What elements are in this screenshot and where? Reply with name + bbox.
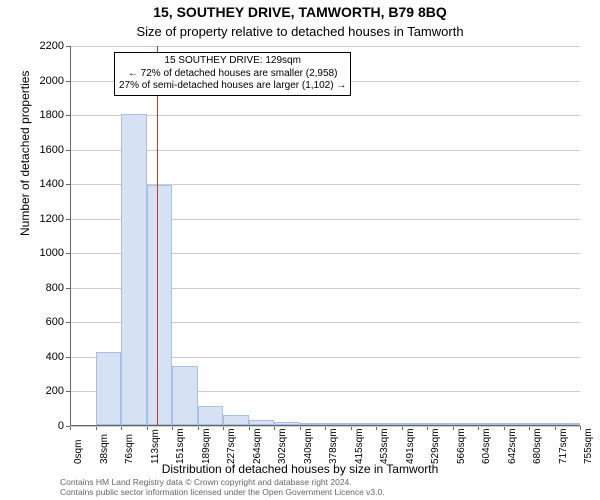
annotation-line1: 15 SOUTHEY DRIVE: 129sqm <box>119 55 346 68</box>
xtick-label: 529sqm <box>430 428 441 464</box>
xtick-label: 340sqm <box>303 428 314 464</box>
ytick-label: 200 <box>24 385 64 397</box>
ytick-label: 1000 <box>24 247 64 259</box>
gridline <box>70 150 580 151</box>
annotation-line3: 27% of semi-detached houses are larger (… <box>119 80 346 93</box>
xtick-label: 566sqm <box>456 428 467 464</box>
histogram-bar <box>96 352 122 425</box>
annotation-box: 15 SOUTHEY DRIVE: 129sqm ← 72% of detach… <box>114 52 351 96</box>
xtick-label: 0sqm <box>73 440 84 464</box>
xtick-label: 151sqm <box>175 428 186 464</box>
reference-line-marker <box>157 46 158 426</box>
histogram-bar <box>121 114 147 425</box>
gridline <box>70 426 580 427</box>
chart-container: 15, SOUTHEY DRIVE, TAMWORTH, B79 8BQ Siz… <box>0 0 600 500</box>
xtick-label: 604sqm <box>481 428 492 464</box>
xtick-label: 453sqm <box>379 428 390 464</box>
ytick-label: 2200 <box>24 40 64 52</box>
xtick-label: 755sqm <box>583 428 594 464</box>
gridline <box>70 115 580 116</box>
footer-line2: Contains public sector information licen… <box>60 488 385 498</box>
xtick-label: 227sqm <box>226 428 237 464</box>
ytick-label: 1400 <box>24 178 64 190</box>
ytick-label: 1600 <box>24 144 64 156</box>
footer-attribution: Contains HM Land Registry data © Crown c… <box>60 478 385 498</box>
y-axis-line <box>70 46 71 426</box>
xtick-label: 717sqm <box>558 428 569 464</box>
ytick-label: 2000 <box>24 75 64 87</box>
xtick-label: 491sqm <box>405 428 416 464</box>
gridline <box>70 46 580 47</box>
xtick-label: 642sqm <box>507 428 518 464</box>
histogram-bar <box>223 415 249 425</box>
xtick-label: 378sqm <box>328 428 339 464</box>
xtick-mark <box>580 426 581 430</box>
ytick-label: 1800 <box>24 109 64 121</box>
histogram-bar <box>198 406 224 425</box>
xtick-label: 189sqm <box>201 428 212 464</box>
xtick-label: 76sqm <box>124 434 135 464</box>
chart-title-sub: Size of property relative to detached ho… <box>0 24 600 39</box>
ytick-label: 1200 <box>24 213 64 225</box>
xtick-label: 680sqm <box>532 428 543 464</box>
xtick-label: 302sqm <box>277 428 288 464</box>
ytick-label: 0 <box>24 420 64 432</box>
histogram-bar <box>147 185 173 425</box>
xtick-label: 264sqm <box>252 428 263 464</box>
xtick-label: 113sqm <box>150 429 161 464</box>
annotation-line2: ← 72% of detached houses are smaller (2,… <box>119 68 346 81</box>
chart-title-address: 15, SOUTHEY DRIVE, TAMWORTH, B79 8BQ <box>0 4 600 20</box>
histogram-bar <box>172 366 198 425</box>
plot-area: 15 SOUTHEY DRIVE: 129sqm ← 72% of detach… <box>70 46 580 426</box>
x-axis-label: Distribution of detached houses by size … <box>0 462 600 476</box>
xtick-label: 415sqm <box>354 428 365 464</box>
ytick-label: 600 <box>24 316 64 328</box>
xtick-label: 38sqm <box>99 434 110 464</box>
x-axis-line <box>70 425 580 426</box>
ytick-label: 800 <box>24 282 64 294</box>
ytick-label: 400 <box>24 351 64 363</box>
